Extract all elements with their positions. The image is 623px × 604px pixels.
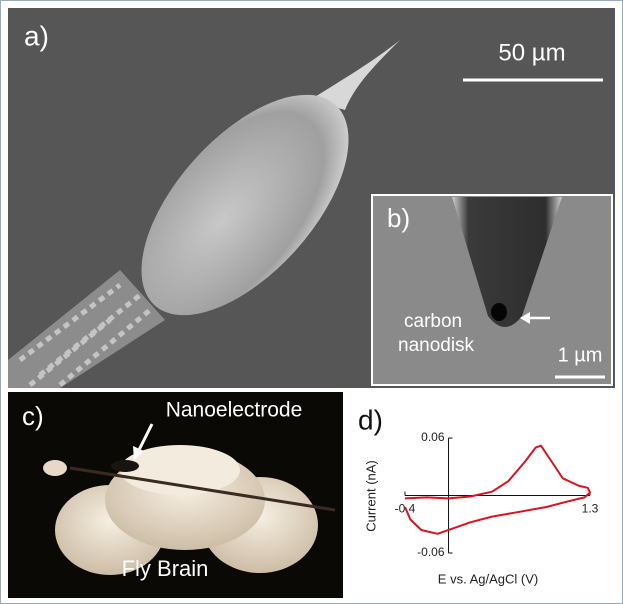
- arrow: [136, 423, 154, 453]
- annotation: carbon: [404, 311, 462, 332]
- fiber-stem: [8, 270, 165, 388]
- plot: -0.4 1.30.06-0.06: [395, 430, 599, 559]
- x-axis-label: E vs. Ag/AgCl (V): [438, 571, 538, 586]
- nanodisk: [491, 303, 507, 321]
- annotation: Fly Brain: [122, 556, 209, 581]
- electrode-tip: [310, 40, 400, 110]
- y-axis-label: Current (nA): [363, 460, 378, 532]
- electrode-holder: [111, 460, 139, 472]
- light-reflection: [43, 460, 67, 476]
- arrow-head: [520, 312, 530, 324]
- annotation: Nanoelectrode: [166, 399, 303, 422]
- brain-top: [120, 445, 240, 495]
- panel-label: a): [24, 20, 49, 51]
- y-tick-label: 0.06: [421, 430, 445, 444]
- cv-curve: [404, 444, 591, 535]
- panel-label: c): [22, 401, 44, 431]
- fiber-texture: [18, 283, 152, 387]
- annotation: nanodisk: [398, 335, 475, 356]
- arrow-head: [133, 446, 144, 460]
- nanoelectrode-wire: [69, 466, 336, 512]
- panel-label: d): [358, 404, 383, 435]
- panel-label: b): [387, 203, 410, 233]
- x-tick-label: 1.3: [582, 502, 599, 516]
- nanopipette-cone: [452, 197, 562, 327]
- electrode-body: [141, 94, 349, 316]
- scale-bar-label: 1 µm: [558, 344, 603, 366]
- scale-bar-label: 50 µm: [498, 39, 565, 66]
- y-tick-label: -0.06: [417, 545, 445, 559]
